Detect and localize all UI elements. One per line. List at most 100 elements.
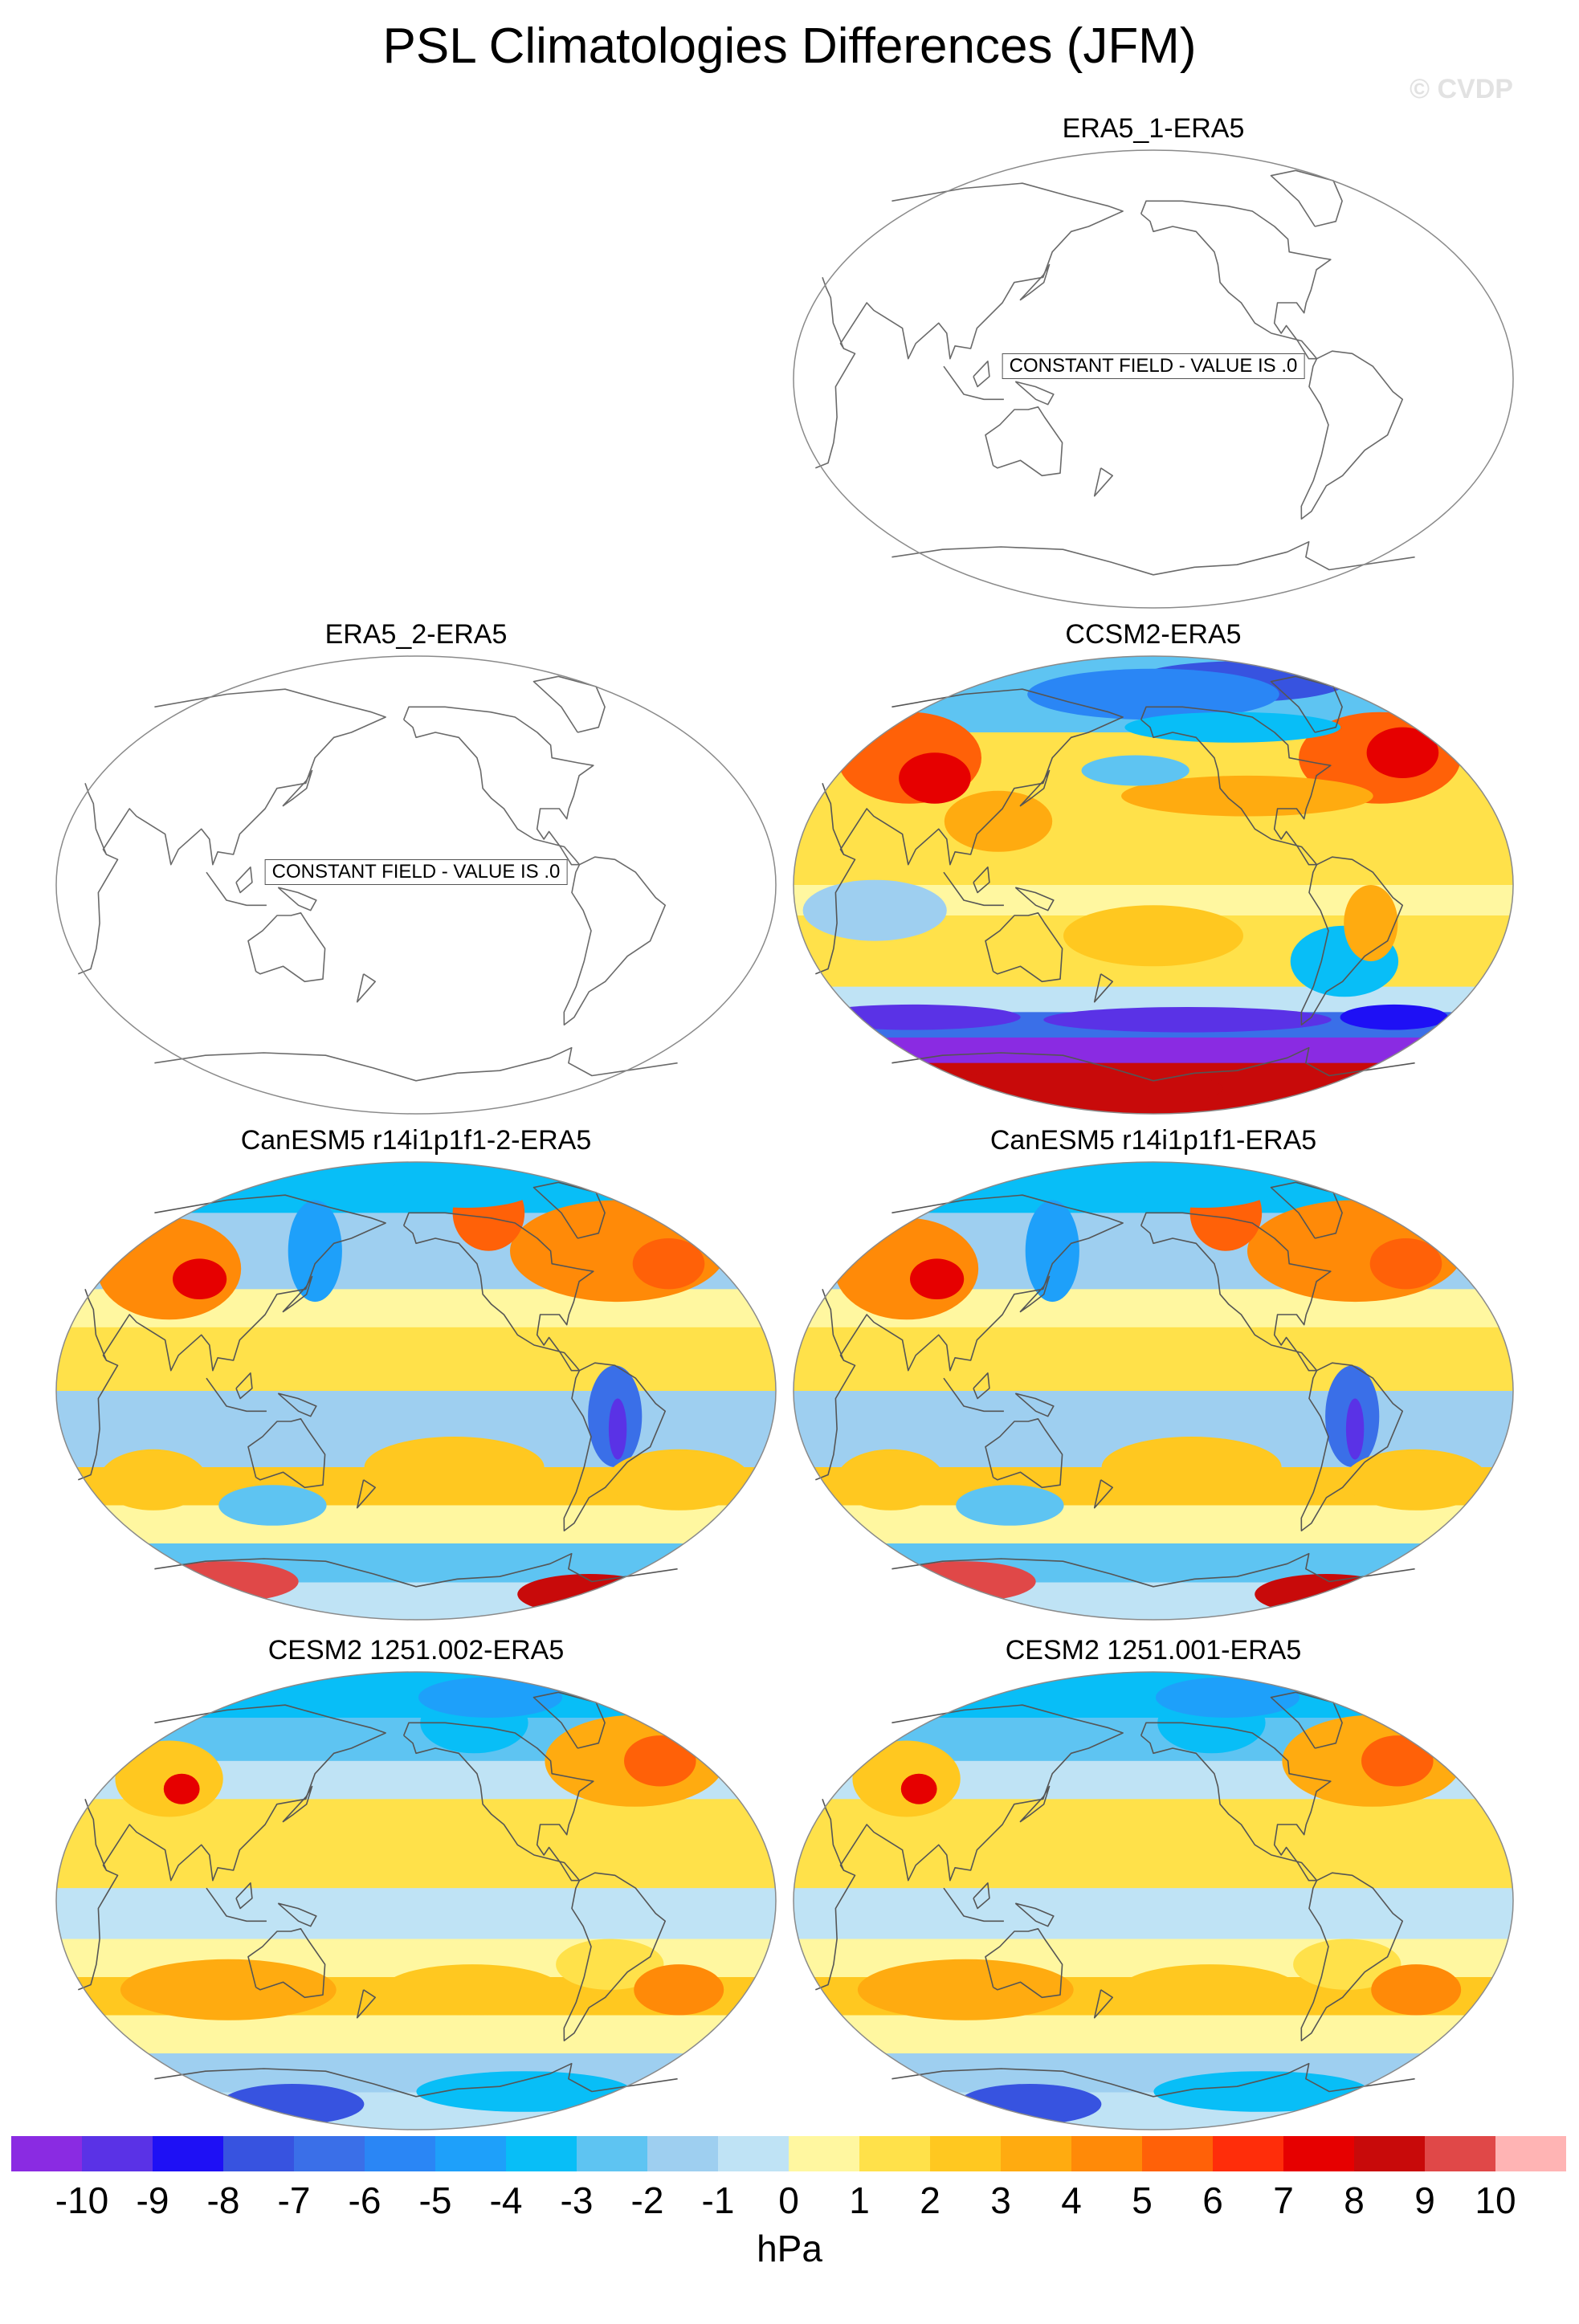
field-anomaly [556, 1939, 664, 1990]
panel-title: CanESM5 r14i1p1f1-ERA5 [989, 1125, 1317, 1156]
field-anomaly [608, 1398, 627, 1460]
colorbar-tick-label: 10 [1475, 2179, 1516, 2221]
field-anomaly [1345, 1398, 1365, 1460]
coastline [943, 365, 1004, 401]
field-band [794, 1543, 1513, 1583]
coastline [815, 1869, 856, 1991]
coastline [84, 1704, 386, 1882]
field-anomaly [382, 1964, 563, 2016]
coastline [235, 866, 253, 894]
coastline [247, 1927, 326, 1999]
field-anomaly [1340, 1004, 1448, 1030]
coastline [892, 540, 1415, 576]
psl-difference-field [56, 1672, 776, 2130]
coastline [985, 406, 1063, 477]
colorbar-swatch [1283, 2136, 1354, 2171]
coastline [282, 769, 313, 807]
map-outline [793, 1161, 1514, 1621]
coastline [985, 1927, 1063, 1999]
colorbar-tick-label: 3 [990, 2179, 1011, 2221]
field-anomaly [804, 1004, 1021, 1030]
colorbar-swatch [647, 2136, 718, 2171]
field-anomaly [288, 1200, 342, 1303]
coastline [973, 1372, 990, 1400]
field-anomaly [1344, 885, 1398, 961]
field-band [794, 1888, 1513, 1940]
map-panel-cesm2-001: CESM2 1251.001-ERA5 [792, 1634, 1515, 2132]
coastline [1014, 1392, 1055, 1417]
colorbar-swatch [294, 2136, 365, 2171]
field-band [56, 1391, 776, 1430]
colorbar-tick-label: 0 [778, 2179, 799, 2221]
map-plot [55, 655, 777, 1115]
colorbar-tick-label: 7 [1273, 2179, 1294, 2221]
map-plot [55, 1671, 777, 2130]
colorbar-swatch [1495, 2136, 1566, 2171]
field-anomaly [218, 1485, 327, 1526]
field-anomaly [606, 1449, 751, 1511]
map-outline [793, 149, 1514, 609]
coastline [1093, 1479, 1114, 1509]
page-title: PSL Climatologies Differences (JFM) [382, 18, 1197, 74]
coastline [892, 1552, 1415, 1588]
colorbar-tick-label: -10 [55, 2179, 109, 2221]
colorbar-tick-label: -3 [560, 2179, 594, 2221]
coastline [402, 1212, 594, 1372]
coastline [1019, 769, 1051, 807]
coastline [84, 688, 386, 866]
coastline [1270, 169, 1343, 227]
coastline [402, 706, 594, 866]
map-outline [793, 655, 1514, 1115]
map-panel-canesm5-2: CanESM5 r14i1p1f1-2-ERA5 [55, 1124, 777, 1622]
coastline [1014, 887, 1055, 911]
coastline [1019, 1275, 1051, 1313]
field-anomaly [956, 1485, 1064, 1526]
field-anomaly [1131, 1167, 1275, 1208]
coastline [532, 1181, 606, 1239]
coastline [154, 1046, 678, 1082]
field-band [794, 1505, 1513, 1544]
field-anomaly [1121, 775, 1373, 817]
coastline [1270, 1181, 1343, 1239]
coastline [943, 1887, 1004, 1922]
map-panel-era5-1: ERA5_1-ERA5 CONSTANT FIELD - VALUE IS .0 [792, 112, 1515, 610]
field-anomaly [1369, 1238, 1442, 1290]
field-band [794, 1672, 1513, 1719]
colorbar-tick-label: 5 [1132, 2179, 1153, 2221]
panel-title: CESM2 1251.002-ERA5 [267, 1635, 565, 1666]
map-outline [793, 1671, 1514, 2130]
coastline [815, 348, 856, 469]
map-plot [793, 1161, 1514, 1621]
field-anomaly [1063, 905, 1243, 967]
colorbar-swatch [153, 2136, 223, 2171]
field-band [56, 1837, 776, 1890]
field-anomaly [220, 2084, 365, 2125]
colorbar-swatch [789, 2136, 859, 2171]
coastline [815, 854, 856, 975]
field-anomaly [364, 1437, 545, 1498]
field-band [794, 834, 1513, 886]
coastline [277, 1902, 317, 1927]
coastline [943, 871, 1004, 907]
coastline [282, 1785, 313, 1823]
field-anomaly [944, 790, 1053, 852]
coastline [985, 911, 1063, 983]
coastline [1300, 350, 1404, 520]
coastline [1093, 1989, 1114, 2019]
coastline [1300, 856, 1404, 1026]
coastline [1014, 1902, 1055, 1927]
coastline [78, 1360, 119, 1481]
coastline [1140, 200, 1332, 360]
coastline [356, 1479, 377, 1509]
field-band [56, 2015, 776, 2054]
psl-difference-field [794, 1162, 1513, 1620]
field-band [56, 1505, 776, 1544]
field-anomaly [836, 1449, 945, 1511]
coastline [282, 1275, 313, 1313]
coastline [78, 1869, 119, 1991]
psl-difference-field [794, 656, 1513, 1114]
coastline [206, 1377, 267, 1413]
coastline [892, 1046, 1415, 1082]
map-outline [55, 1671, 777, 2130]
field-anomaly [802, 879, 947, 941]
